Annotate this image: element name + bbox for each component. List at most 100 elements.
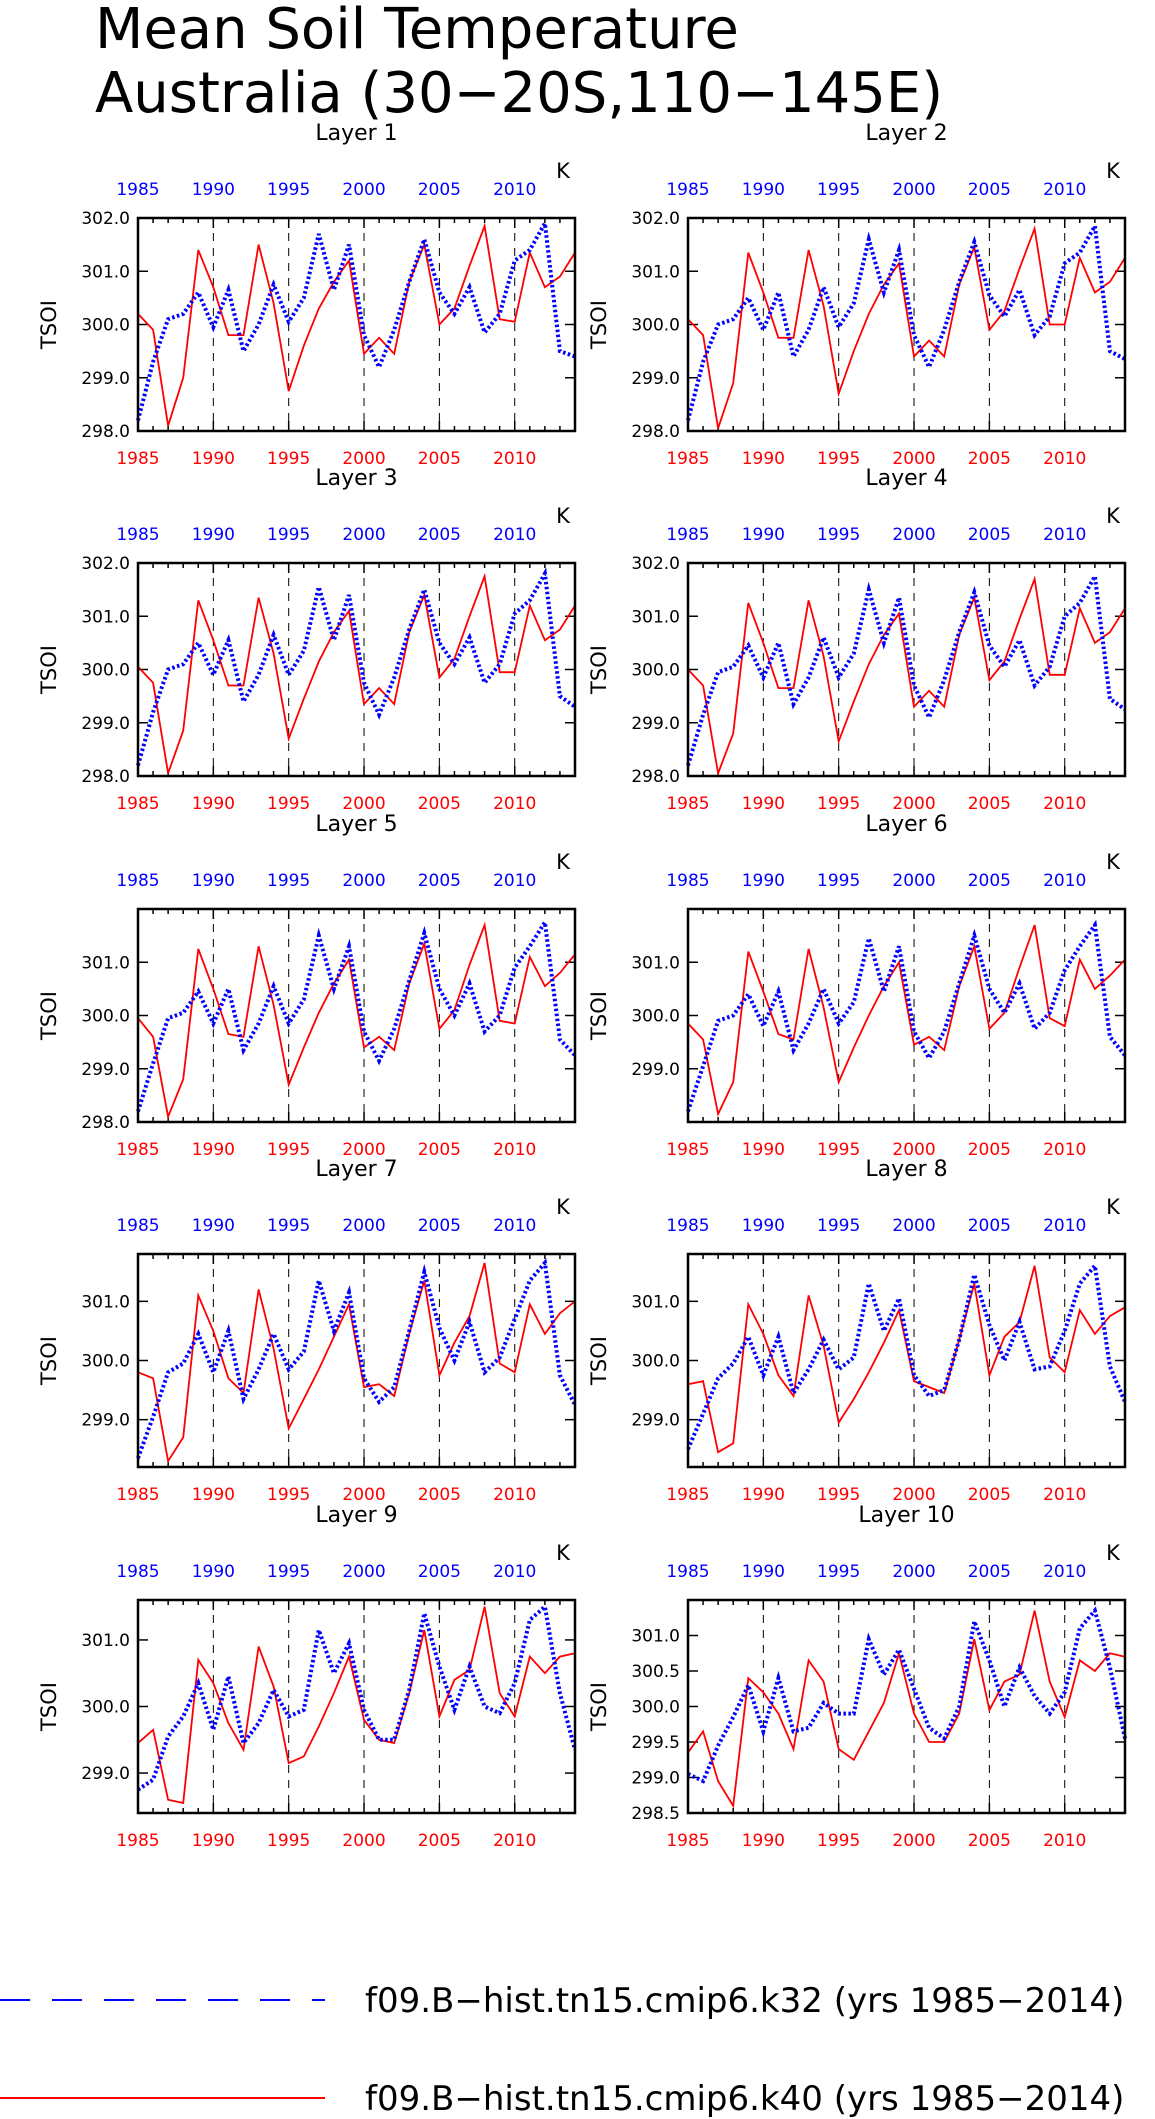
x-tick-label-bottom: 2010 xyxy=(1043,1140,1086,1160)
x-tick-label-top: 2000 xyxy=(892,180,935,200)
y-tick-label: 299.0 xyxy=(81,369,130,389)
y-tick-label: 301.0 xyxy=(81,953,130,973)
x-tick-label-bottom: 2010 xyxy=(1043,794,1086,814)
chart-panel-4: Layer 4 K TSOI 1985 1985 1990 1990 1995 1995 2000… xyxy=(587,466,1127,814)
y-tick-label: 300.0 xyxy=(81,1352,130,1372)
series-line-k32 xyxy=(136,216,576,421)
y-tick-label: 299.5 xyxy=(631,1733,680,1753)
x-tick-label-bottom: 2005 xyxy=(968,1140,1011,1160)
x-tick-label-bottom: 1995 xyxy=(267,1140,310,1160)
x-tick-label-bottom: 2000 xyxy=(342,794,385,814)
y-tick-label: 300.0 xyxy=(81,1698,130,1718)
x-tick-label-bottom: 2000 xyxy=(892,449,935,469)
x-tick-label-bottom: 1985 xyxy=(666,794,709,814)
x-tick-label-bottom: 2000 xyxy=(892,794,935,814)
chart-panel-6: Layer 6 K TSOI 1985 1985 1990 1990 1995 1995 2000… xyxy=(587,812,1127,1160)
y-tick-label: 300.0 xyxy=(81,661,130,681)
series-line-k40 xyxy=(137,1262,576,1464)
y-tick-label: 300.0 xyxy=(631,1007,680,1027)
y-tick-label: 300.0 xyxy=(81,316,130,336)
y-tick-label: 298.0 xyxy=(81,422,130,442)
x-tick-label-bottom: 2005 xyxy=(418,449,461,469)
x-tick-label-top: 1990 xyxy=(192,1216,235,1236)
series-line-k40 xyxy=(137,222,576,426)
x-tick-label-top: 1990 xyxy=(742,180,785,200)
y-tick-label: 301.0 xyxy=(631,1292,680,1312)
x-tick-label-top: 2010 xyxy=(493,180,536,200)
x-tick-label-bottom: 1995 xyxy=(817,1831,860,1851)
x-tick-label-bottom: 2000 xyxy=(892,1140,935,1160)
x-tick-label-top: 2005 xyxy=(968,871,1011,891)
x-tick-label-top: 1985 xyxy=(116,180,159,200)
x-tick-label-bottom: 1985 xyxy=(116,1831,159,1851)
x-tick-label-top: 1995 xyxy=(817,871,860,891)
x-tick-label-top: 1995 xyxy=(817,525,860,545)
plot-frame xyxy=(686,561,1127,778)
y-tick-label: 301.0 xyxy=(81,1631,130,1651)
y-tick-label: 298.0 xyxy=(81,767,130,787)
y-tick-label: 299.0 xyxy=(81,714,130,734)
x-tick-label-top: 2000 xyxy=(342,1562,385,1582)
x-tick-label-bottom: 1990 xyxy=(192,1140,235,1160)
x-tick-label-bottom: 2005 xyxy=(418,1140,461,1160)
y-tick-label: 301.0 xyxy=(81,1292,130,1312)
y-tick-label: 301.0 xyxy=(631,953,680,973)
x-tick-label-top: 2005 xyxy=(968,1562,1011,1582)
x-tick-label-top: 2005 xyxy=(418,871,461,891)
panel-title: Layer 8 xyxy=(865,1157,947,1182)
x-tick-label-top: 1995 xyxy=(267,180,310,200)
y-tick-label: 302.0 xyxy=(81,209,130,229)
series-line-k32 xyxy=(136,1258,577,1459)
x-tick-label-bottom: 2000 xyxy=(892,1485,935,1505)
x-tick-label-bottom: 2005 xyxy=(418,1831,461,1851)
x-tick-label-bottom: 1990 xyxy=(192,794,235,814)
y-axis-label: TSOI xyxy=(37,991,61,1041)
y-tick-label: 300.0 xyxy=(631,661,680,681)
x-tick-label-top: 1990 xyxy=(192,1562,235,1582)
plot-frame xyxy=(136,907,577,1124)
x-tick-label-bottom: 1990 xyxy=(192,449,235,469)
x-tick-label-top: 2000 xyxy=(342,180,385,200)
y-axis-label: TSOI xyxy=(587,300,611,350)
series-line-k32 xyxy=(686,570,1127,766)
x-tick-label-top: 2010 xyxy=(493,1562,536,1582)
x-tick-label-top: 1985 xyxy=(666,1562,709,1582)
x-tick-label-top: 2000 xyxy=(342,1216,385,1236)
x-tick-label-top: 2010 xyxy=(493,1216,536,1236)
chart-panel-5: Layer 5 K TSOI 1985 1985 1990 1990 1995 1995 2000… xyxy=(37,812,577,1160)
x-tick-label-top: 2000 xyxy=(342,525,385,545)
x-tick-label-bottom: 2010 xyxy=(493,449,536,469)
series-line-k40 xyxy=(137,1606,576,1805)
x-tick-label-bottom: 1990 xyxy=(742,1485,785,1505)
x-tick-label-top: 2005 xyxy=(418,1216,461,1236)
series-line-k40 xyxy=(137,572,576,774)
panel-title: Layer 5 xyxy=(315,812,397,837)
x-tick-label-top: 1990 xyxy=(742,1562,785,1582)
panel-title: Layer 9 xyxy=(315,1503,397,1528)
x-tick-label-bottom: 1985 xyxy=(116,1140,159,1160)
chart-panel-10: Layer 10 K TSOI 1985 1985 1990 1990 1995 1995 200… xyxy=(587,1503,1127,1851)
chart-panel-3: Layer 3 K TSOI 1985 1985 1990 1990 1995 1995 2000… xyxy=(37,466,577,814)
chart-panel-2: Layer 2 K TSOI 1985 1985 1990 1990 1995 1995 2000… xyxy=(587,121,1127,469)
x-tick-label-bottom: 2005 xyxy=(968,794,1011,814)
y-tick-label: 299.0 xyxy=(631,1411,680,1431)
x-tick-label-top: 2005 xyxy=(968,180,1011,200)
units-label: K xyxy=(1106,159,1121,183)
x-tick-label-top: 1985 xyxy=(116,871,159,891)
x-tick-label-bottom: 2000 xyxy=(342,1140,385,1160)
x-tick-label-top: 1985 xyxy=(116,1562,159,1582)
y-tick-label: 298.0 xyxy=(631,422,680,442)
x-tick-label-top: 1990 xyxy=(192,871,235,891)
y-axis-label: TSOI xyxy=(587,1682,611,1732)
x-tick-label-bottom: 2005 xyxy=(418,1485,461,1505)
x-tick-label-bottom: 1990 xyxy=(742,794,785,814)
x-tick-label-bottom: 1995 xyxy=(267,794,310,814)
x-tick-label-top: 1985 xyxy=(666,180,709,200)
x-tick-label-bottom: 1995 xyxy=(267,1485,310,1505)
series-line-k32 xyxy=(687,1606,1127,1784)
x-tick-label-top: 1995 xyxy=(267,1216,310,1236)
y-tick-label: 299.0 xyxy=(81,1411,130,1431)
x-tick-label-bottom: 1985 xyxy=(666,1831,709,1851)
units-label: K xyxy=(556,1195,571,1219)
